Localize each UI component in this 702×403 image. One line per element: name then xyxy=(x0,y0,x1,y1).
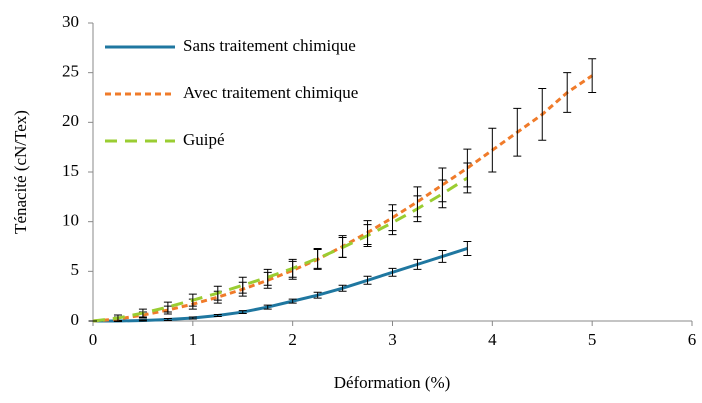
error-bar xyxy=(263,304,272,310)
error-bar xyxy=(288,258,297,278)
y-tick-label: 20 xyxy=(62,111,79,130)
error-bar xyxy=(238,310,247,315)
x-tick-label: 4 xyxy=(488,330,497,349)
error-bar xyxy=(213,285,222,301)
x-tick-label: 1 xyxy=(189,330,198,349)
error-bar xyxy=(113,314,122,322)
x-tick-label: 0 xyxy=(89,330,98,349)
error-bar xyxy=(563,72,572,113)
y-tick-label: 5 xyxy=(71,260,80,279)
legend-label: Sans traitement chimique xyxy=(183,36,356,55)
error-bar xyxy=(263,268,272,286)
error-bar xyxy=(463,162,472,194)
x-tick-label: 5 xyxy=(588,330,597,349)
x-tick-label: 3 xyxy=(388,330,397,349)
error-bar xyxy=(163,301,172,313)
y-tick-label: 30 xyxy=(62,12,79,31)
error-bar xyxy=(288,298,297,304)
error-bar xyxy=(188,316,197,320)
error-bar xyxy=(588,58,597,94)
legend-label: Guipé xyxy=(183,130,225,149)
error-bar xyxy=(413,195,422,223)
error-bar xyxy=(488,127,497,173)
error-bar xyxy=(363,224,372,247)
error-bar xyxy=(138,319,147,322)
y-tick-label: 25 xyxy=(62,62,79,81)
x-tick-label: 2 xyxy=(288,330,297,349)
y-axis-title: Ténacité (cN/Tex) xyxy=(11,110,30,234)
x-axis-title: Déformation (%) xyxy=(334,373,451,392)
line xyxy=(92,176,469,323)
x-tick-label: 6 xyxy=(688,330,697,349)
error-bar xyxy=(363,275,372,285)
line xyxy=(93,247,468,323)
error-bar xyxy=(438,179,447,209)
error-bar xyxy=(413,258,422,270)
error-bar xyxy=(138,308,147,318)
y-tick-label: 10 xyxy=(62,211,79,230)
error-bar xyxy=(438,249,447,263)
legend-label: Avec traitement chimique xyxy=(183,83,358,102)
error-bar xyxy=(213,314,222,318)
error-bar xyxy=(338,237,347,258)
error-bar xyxy=(463,241,472,256)
error-bar xyxy=(513,107,522,157)
y-tick-label: 15 xyxy=(62,161,79,180)
error-bar xyxy=(313,247,322,269)
error-bar xyxy=(388,267,397,277)
error-bar xyxy=(388,210,397,236)
error-bar xyxy=(538,88,547,141)
error-bar xyxy=(313,291,322,299)
error-bar xyxy=(238,276,247,294)
y-tick-label: 0 xyxy=(71,310,80,329)
error-bar xyxy=(188,293,197,307)
error-bar xyxy=(338,284,347,292)
error-bar xyxy=(163,318,172,322)
